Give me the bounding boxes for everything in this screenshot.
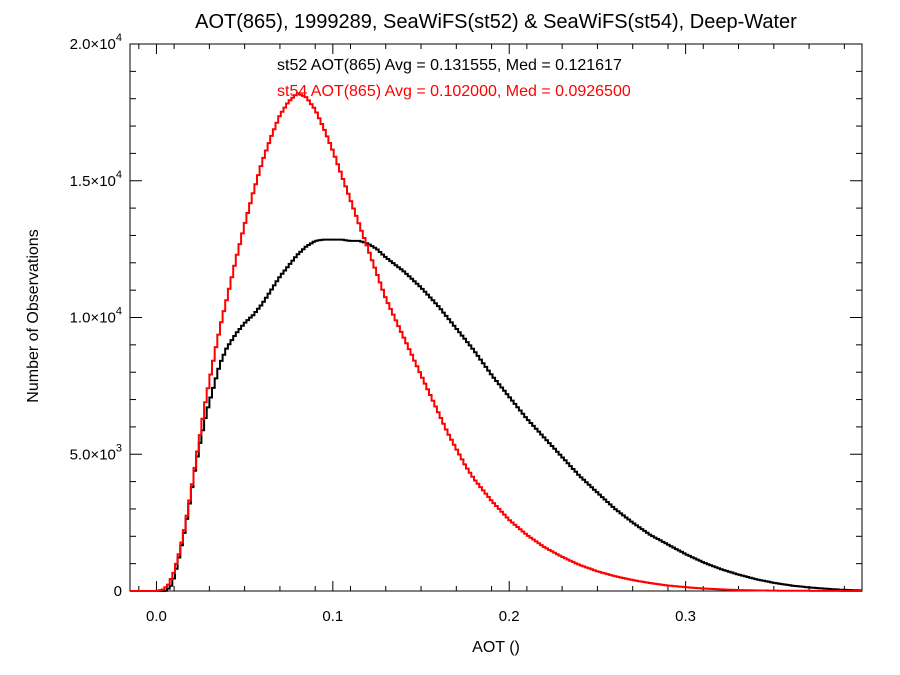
y-tick-label: 2.0×104 <box>70 32 122 53</box>
series-layer <box>130 92 862 592</box>
x-tick-label: 0.3 <box>675 608 696 625</box>
series-line-1 <box>130 92 862 592</box>
chart-title: AOT(865), 1999289, SeaWiFS(st52) & SeaWi… <box>195 11 797 33</box>
annotation-st54: st54 AOT(865) Avg = 0.102000, Med = 0.09… <box>277 83 631 100</box>
y-axis-label: Number of Observations <box>25 229 42 402</box>
y-tick-label: 5.0×103 <box>70 442 122 463</box>
y-tick-label: 1.0×104 <box>70 306 122 327</box>
series-line-0 <box>130 238 862 592</box>
x-tick-label: 0.0 <box>146 608 167 625</box>
y-tick-label: 1.5×104 <box>70 169 122 190</box>
plot-frame <box>129 43 863 592</box>
y-tick-label: 0 <box>114 583 122 600</box>
annotation-st52: st52 AOT(865) Avg = 0.131555, Med = 0.12… <box>277 57 622 74</box>
axis-ticks: 0.0 0.1 0.2 0.3 0 5.0×103 1.0×104 1.5×104 2.0×10… <box>70 32 862 625</box>
x-tick-label: 0.2 <box>499 608 520 625</box>
x-tick-label: 0.1 <box>322 608 343 625</box>
x-axis-label: AOT () <box>472 639 520 656</box>
